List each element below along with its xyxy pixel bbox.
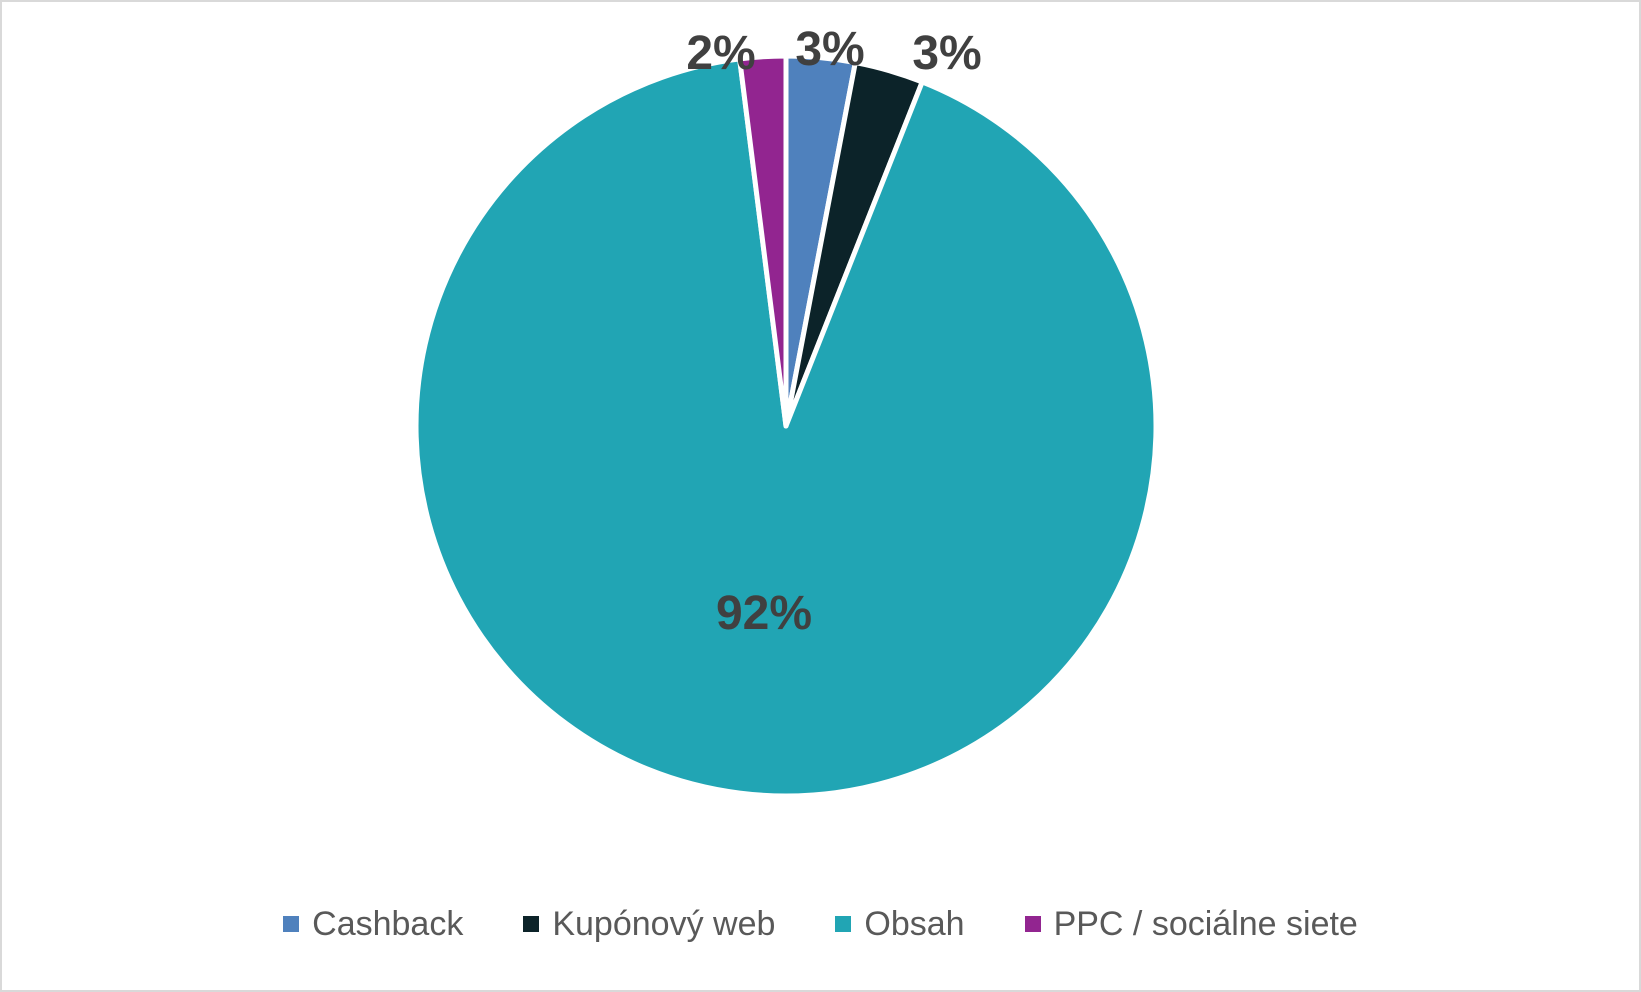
data-label-kuponovy-web: 3%	[912, 27, 981, 80]
data-label-ppc-socialne-siete: 2%	[686, 27, 755, 80]
legend-item-cashback: Cashback	[283, 905, 463, 944]
legend-item-kuponovy-web: Kupónový web	[523, 905, 775, 944]
legend-swatch-kuponovy-web	[523, 916, 540, 932]
legend-label-cashback: Cashback	[312, 904, 464, 943]
legend-label-ppc-socialne-siete: PPC / sociálne siete	[1053, 904, 1358, 943]
legend-swatch-cashback	[283, 916, 300, 932]
legend-item-ppc-socialne-siete: PPC / sociálne siete	[1024, 904, 1358, 944]
legend: Cashback Kupónový web Obsah PPC / sociál…	[2, 900, 1639, 948]
pie-slice-ppc-socialne-siete	[737, 53, 789, 429]
legend-label-kuponovy-web: Kupónový web	[552, 904, 776, 943]
legend-item-obsah: Obsah	[835, 904, 965, 944]
legend-label-obsah: Obsah	[864, 904, 965, 943]
data-label-obsah: 92%	[716, 587, 812, 640]
data-label-cashback: 3%	[795, 23, 864, 76]
legend-swatch-obsah	[835, 916, 852, 932]
legend-swatch-ppc-socialne-siete	[1024, 916, 1041, 932]
